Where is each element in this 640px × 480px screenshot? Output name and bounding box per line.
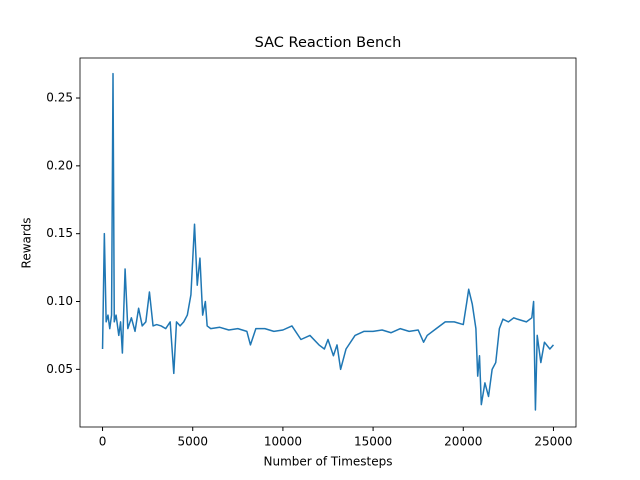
- x-axis-label: Number of Timesteps: [264, 455, 393, 469]
- y-tick-label: 0.25: [46, 91, 73, 105]
- data-line: [101, 72, 555, 411]
- y-tick-label: 0.10: [46, 294, 73, 308]
- y-tick-label: 0.05: [46, 362, 73, 376]
- x-tick-label: 15000: [354, 435, 392, 449]
- y-axis-label: Rewards: [20, 218, 34, 269]
- y-tick-label: 0.20: [46, 158, 73, 172]
- x-tick-label: 5000: [177, 435, 208, 449]
- x-tick-label: 10000: [264, 435, 302, 449]
- x-tick-label: 20000: [444, 435, 482, 449]
- plot-frame: [79, 57, 577, 428]
- y-tick-label: 0.15: [46, 226, 73, 240]
- x-tick-label: 25000: [534, 435, 572, 449]
- chart-title: SAC Reaction Bench: [255, 35, 402, 51]
- x-tick-label: 0: [99, 435, 107, 449]
